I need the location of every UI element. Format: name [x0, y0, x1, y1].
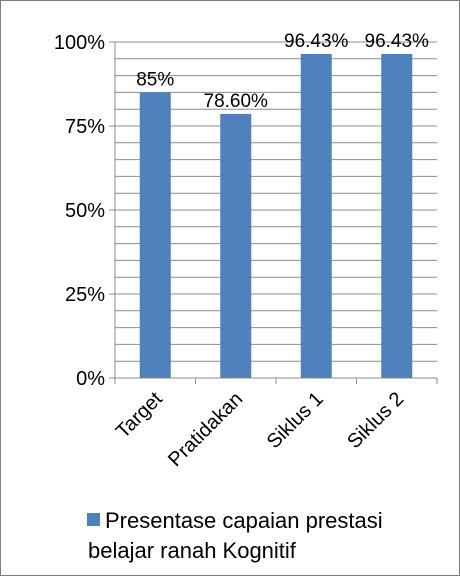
legend: Presentase capaian prestasi belajar ranah… [87, 508, 383, 563]
data-labels: 85% 78.60% 96.43% 96.43% [136, 31, 429, 112]
data-label: 85% [136, 69, 174, 90]
category-label: Pratidakan [164, 388, 247, 471]
legend-label-line: Presentase capaian prestasi [105, 508, 383, 533]
y-tick-label: 50% [65, 200, 105, 222]
bar-target [139, 92, 171, 379]
bar-pratidakan [220, 113, 252, 379]
data-label: 78.60% [204, 91, 269, 112]
y-tick-label: 0% [76, 368, 105, 390]
bar-siklus-2 [381, 53, 413, 378]
legend-label-line: belajar ranah Kognitif [88, 538, 297, 563]
category-label: Siklus 2 [343, 388, 408, 453]
data-label: 96.43% [365, 31, 430, 52]
bar-siklus-1 [300, 53, 332, 378]
data-label: 96.43% [284, 31, 349, 52]
y-tick-label: 25% [65, 284, 105, 306]
legend-swatch [87, 513, 100, 526]
y-tick-label: 100% [54, 32, 105, 54]
legend-label: Presentase capaian prestasi belajar ranah… [88, 508, 383, 563]
y-tick-labels: 0% 25% 50% 75% 100% [54, 32, 105, 390]
bars [139, 53, 413, 379]
y-tick-label: 75% [65, 116, 105, 138]
category-label: Target [112, 388, 167, 443]
category-label: Siklus 1 [263, 388, 328, 453]
